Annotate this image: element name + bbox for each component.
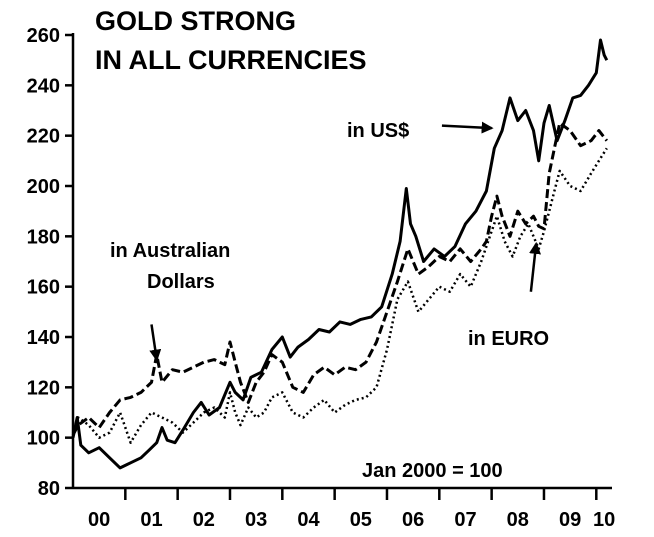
- y-tick-label-120: 120: [27, 377, 60, 399]
- x-tick-label-09: 09: [559, 509, 581, 531]
- x-tick-label-00: 00: [88, 509, 110, 531]
- y-tick-label-240: 240: [27, 75, 60, 97]
- chart-title: GOLD STRONG IN ALL CURRENCIES: [95, 6, 367, 75]
- x-tick-label-01: 01: [140, 509, 162, 531]
- y-axis-ticks: 80 100 120 140 160 180 200 220 240 260: [27, 25, 73, 500]
- y-tick-label-180: 180: [27, 226, 60, 248]
- annotations: in US$ in Australian Dollars in EURO Jan…: [110, 120, 549, 482]
- x-tick-label-03: 03: [245, 509, 267, 531]
- y-tick-label-200: 200: [27, 176, 60, 198]
- axes: [71, 33, 612, 490]
- series-line-dotted: [71, 147, 608, 444]
- x-axis-ticks: 00 01 02 03 04 05 06 07 08 09 10: [88, 488, 615, 531]
- base-note: Jan 2000 = 100: [362, 460, 503, 482]
- y-tick-label-260: 260: [27, 25, 60, 47]
- annotation-euro-arrow: [529, 241, 541, 292]
- annotation-euro-label: in EURO: [468, 328, 549, 350]
- series-group: [71, 38, 609, 470]
- y-tick-label-160: 160: [27, 277, 60, 299]
- chart-title-line-2: IN ALL CURRENCIES: [95, 45, 367, 75]
- y-tick-label-220: 220: [27, 126, 60, 148]
- y-tick-label-100: 100: [27, 428, 60, 450]
- x-tick-label-06: 06: [402, 509, 424, 531]
- x-tick-label-07: 07: [454, 509, 476, 531]
- x-tick-label-08: 08: [507, 509, 529, 531]
- annotation-us-dollar-label: in US$: [347, 120, 409, 142]
- series-line-solid: [71, 38, 609, 470]
- series-line-dashed: [71, 121, 608, 436]
- annotation-aud-label-line-1: in Australian: [110, 240, 230, 262]
- chart-title-line-1: GOLD STRONG: [95, 6, 296, 36]
- annotation-us-dollar-arrow: [441, 121, 494, 134]
- annotation-aud-label-line-2: Dollars: [147, 271, 215, 293]
- y-tick-label-140: 140: [27, 327, 60, 349]
- annotation-aud-arrow: [149, 324, 162, 362]
- y-tick-label-80: 80: [38, 478, 60, 500]
- x-tick-label-02: 02: [193, 509, 215, 531]
- x-tick-label-10: 10: [593, 509, 615, 531]
- x-tick-label-04: 04: [297, 509, 320, 531]
- x-tick-label-05: 05: [350, 509, 372, 531]
